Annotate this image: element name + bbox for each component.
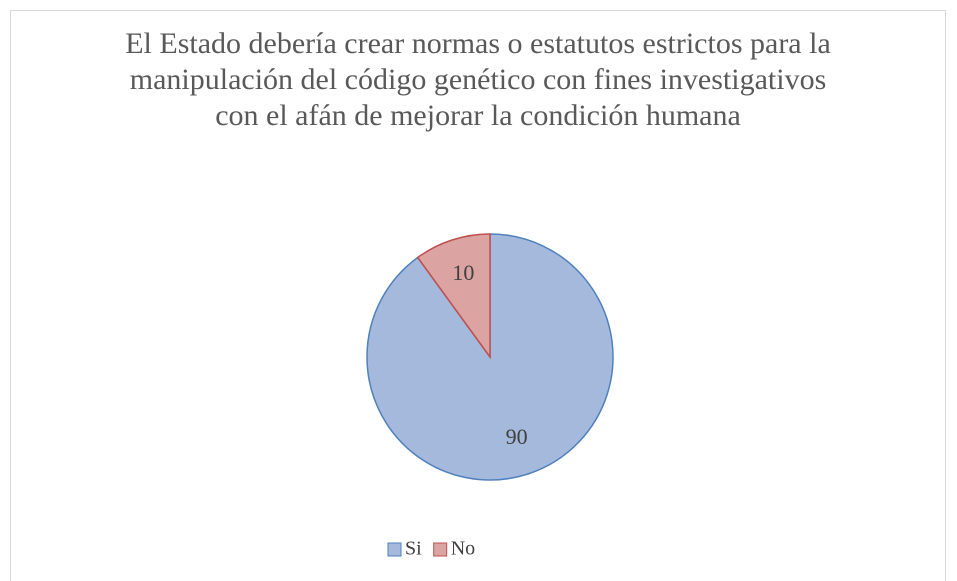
chart-frame [10, 10, 946, 581]
chart-title: El Estado debería crear normas o estatut… [125, 27, 831, 132]
data-label: 90 [506, 424, 528, 449]
legend-swatch [387, 542, 402, 557]
legend-label: Si [405, 538, 422, 560]
legend-label: No [451, 538, 475, 560]
pie-slice [416, 233, 491, 360]
data-label: 10 [452, 260, 474, 285]
legend-swatch [433, 542, 448, 557]
